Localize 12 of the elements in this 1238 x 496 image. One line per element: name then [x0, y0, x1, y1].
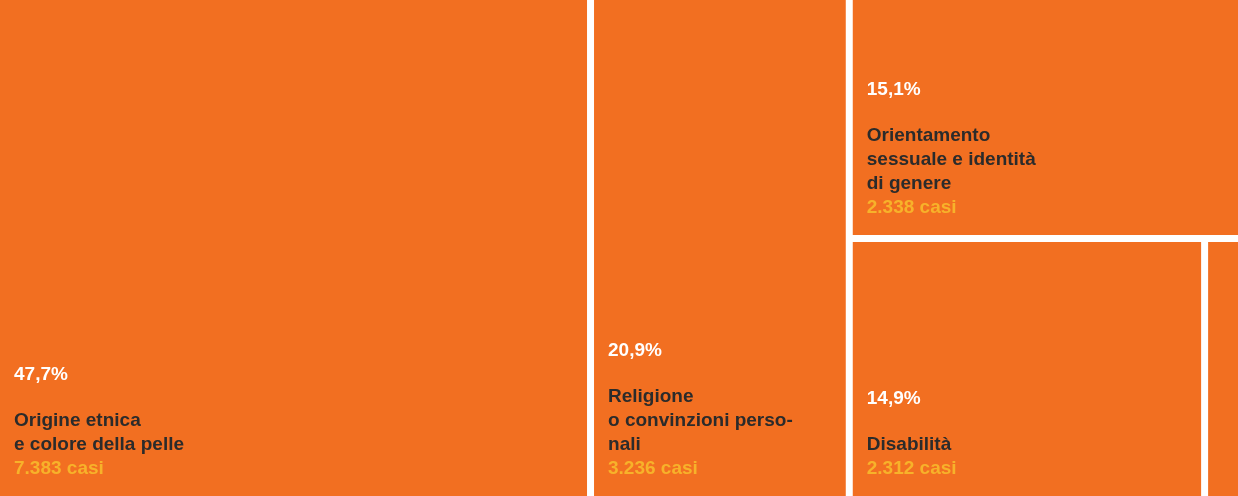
- data-label: 20,9%: [608, 339, 663, 360]
- text: 3.236 casi: [608, 457, 698, 478]
- category-label: Origine etnica e colore della pelle: [14, 409, 185, 454]
- data-label: 14,9%: [866, 387, 921, 408]
- category-label: Religione o convinzioni perso- nali: [608, 385, 793, 454]
- data-label: 15,1%: [866, 78, 921, 100]
- category-label: Orientamento sessuale e identità di genere: [866, 124, 1037, 194]
- data-label: 47,7%: [14, 363, 68, 384]
- category-label: Disabilità: [866, 433, 952, 454]
- text: 2.338 casi: [866, 196, 957, 218]
- text: 2.312 casi: [866, 457, 957, 478]
- text: 7.383 casi: [14, 457, 104, 478]
